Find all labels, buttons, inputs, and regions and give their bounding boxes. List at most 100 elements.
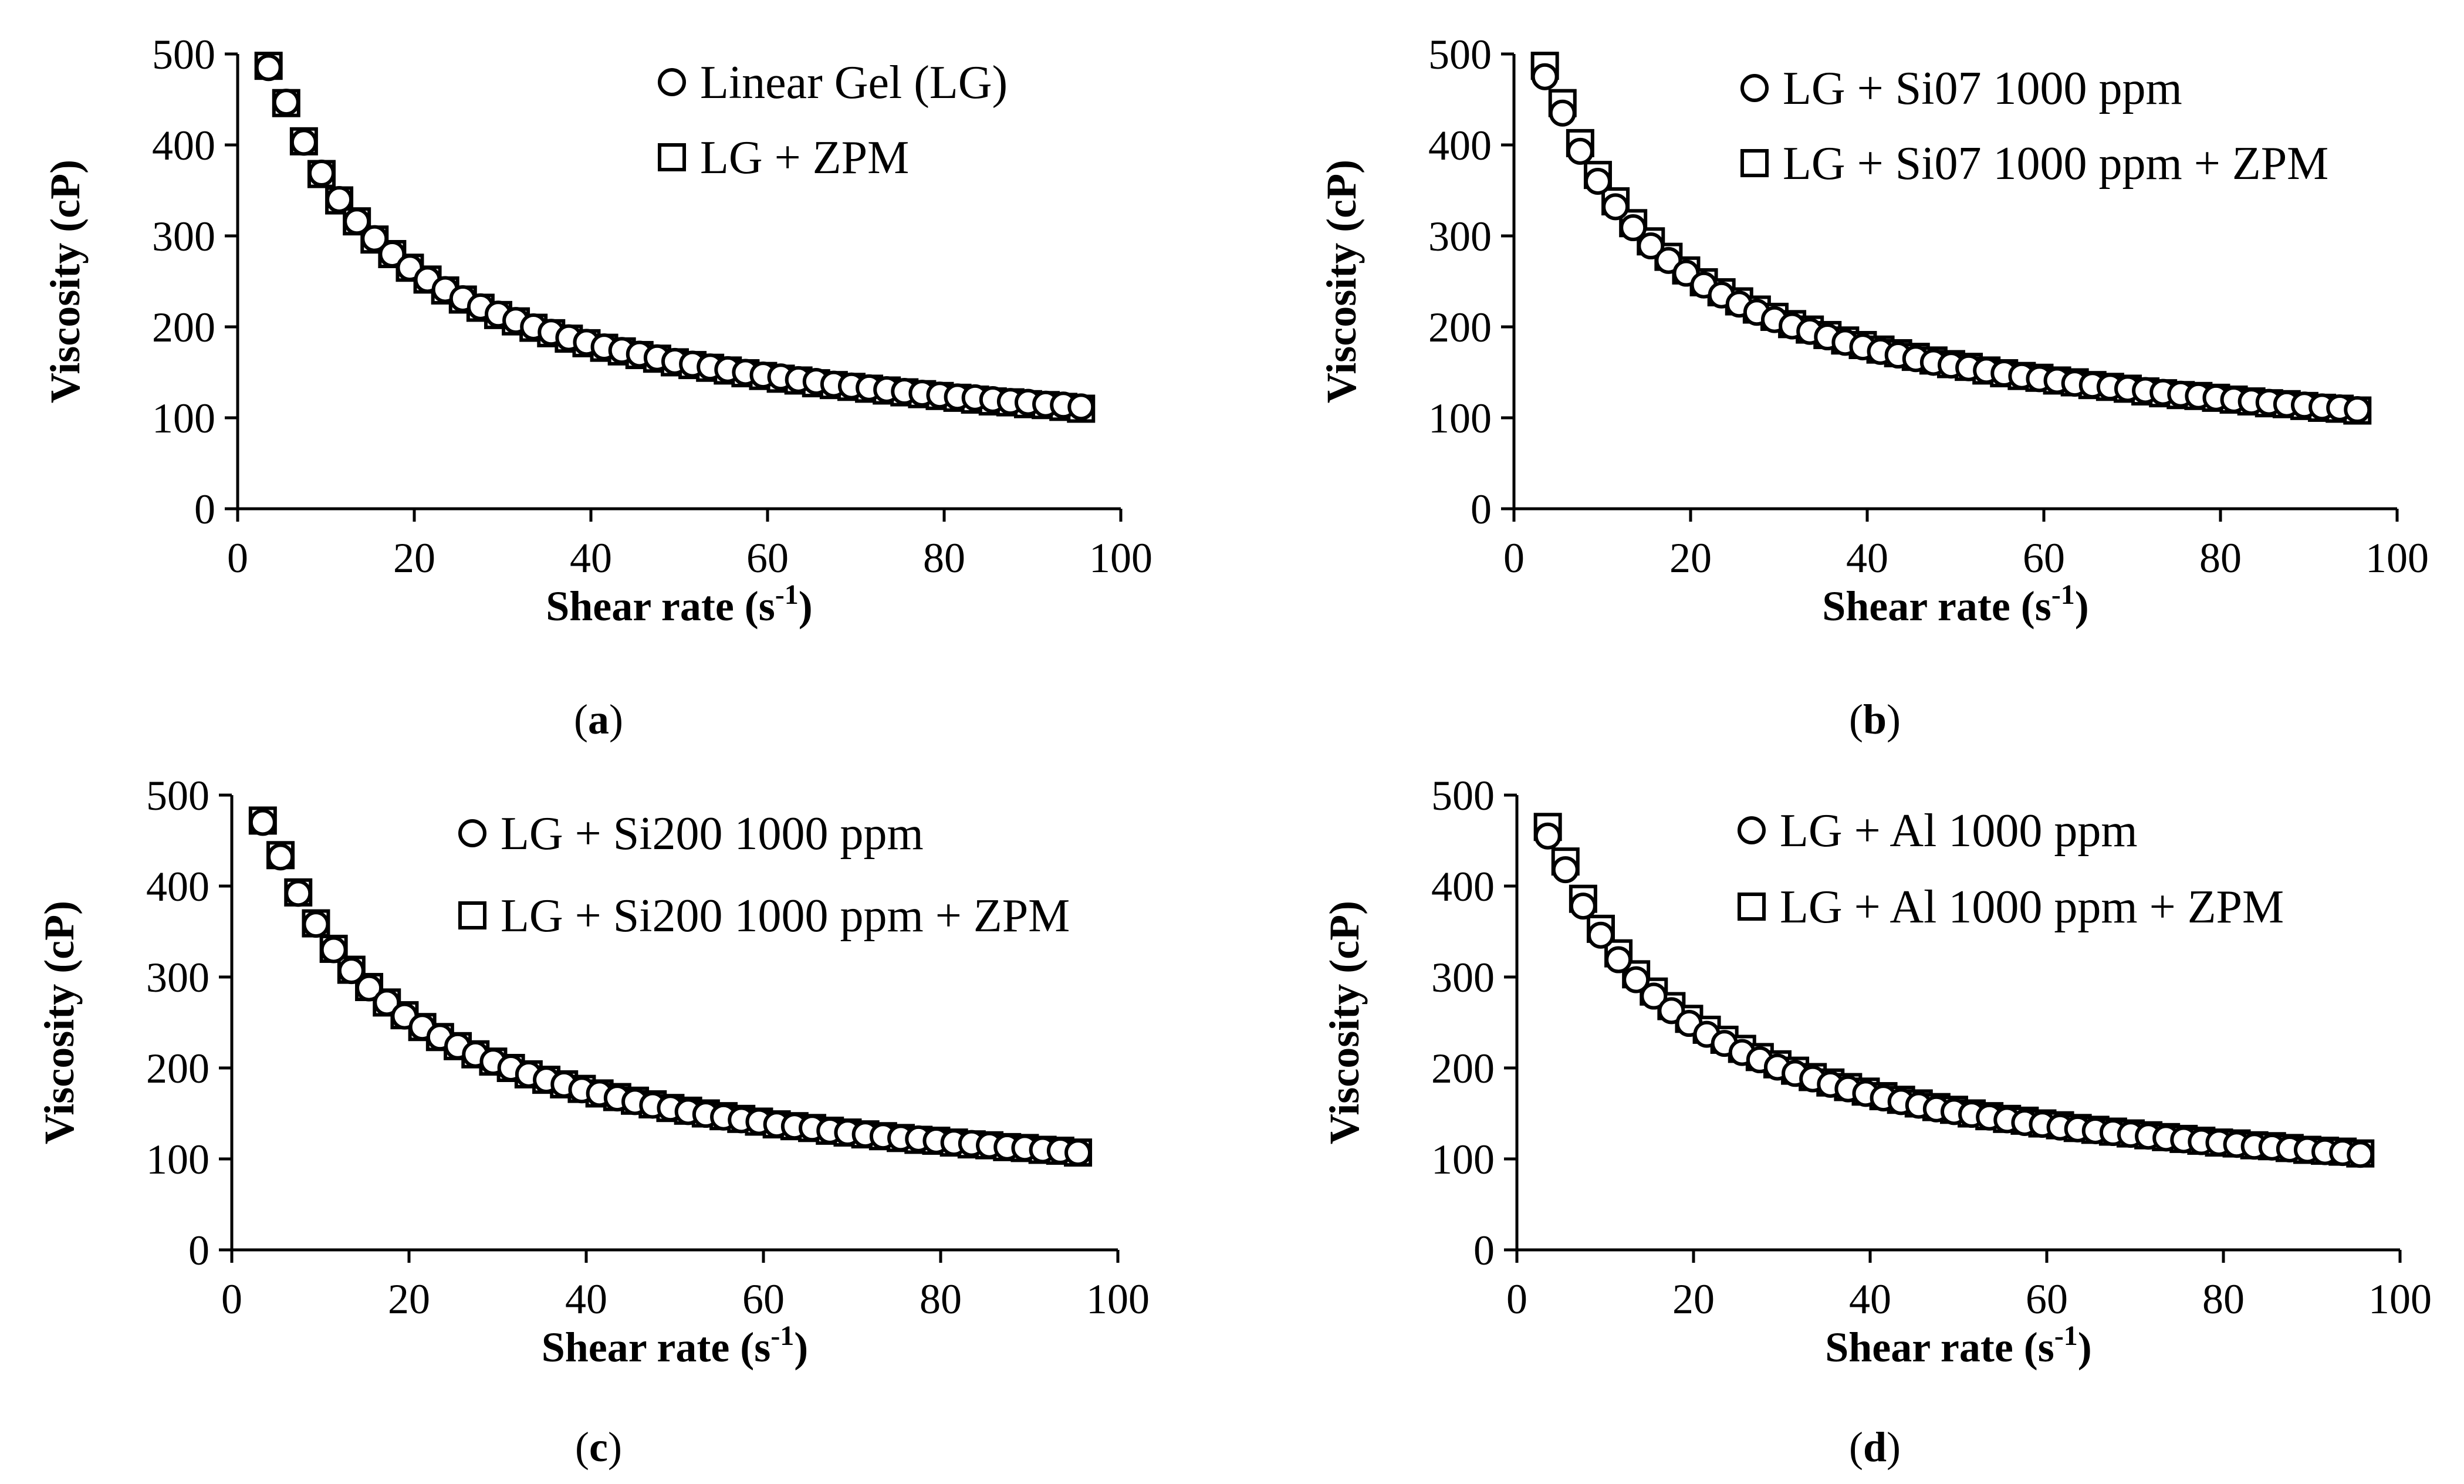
circle-marker <box>1569 893 1597 920</box>
chart-panel-b: 0 100 200 300 400 500 0 20 40 60 80 100 Shear rate (… <box>1318 31 2429 630</box>
x-axis-title: Shear rate (s-1) <box>542 1320 809 1371</box>
x-axis-title-main: Shear rate (s <box>546 583 775 630</box>
x-axis-title-main: Shear rate (s <box>1822 583 2051 630</box>
x-tick-label: 20 <box>393 535 435 582</box>
x-axis-title: Shear rate (s-1) <box>546 579 813 630</box>
x-tick-label: 0 <box>1503 535 1525 582</box>
circle-marker <box>272 89 300 116</box>
legend-square-icon <box>658 143 686 171</box>
legend-label: LG + ZPM <box>700 132 909 184</box>
legend: LG + Si200 1000 ppm LG + Si200 1000 ppm +… <box>458 808 1070 942</box>
circle-marker <box>1067 393 1095 421</box>
y-tick-label: 300 <box>152 213 215 260</box>
y-tick-label: 0 <box>188 1227 209 1274</box>
legend-circle-icon <box>1738 816 1766 844</box>
x-tick-label: 40 <box>570 535 612 582</box>
x-tick-label: 20 <box>388 1276 430 1323</box>
y-tick-label: 500 <box>152 31 215 78</box>
circle-marker <box>1602 193 1630 221</box>
legend-square-icon <box>1740 149 1769 177</box>
circle-marker <box>1534 822 1561 850</box>
legend: LG + Al 1000 ppm LG + Al 1000 ppm + ZPM <box>1738 805 2284 933</box>
panel-label-close: ) <box>608 1424 622 1471</box>
chart-panel-d: 0 100 200 300 400 500 0 20 40 60 80 100 Shear rate (… <box>1321 772 2432 1371</box>
legend-label: LG + Al 1000 ppm <box>1780 805 2138 857</box>
panel-label-letter: a <box>588 696 609 743</box>
panel-label-b: (b) <box>1849 696 1901 743</box>
panel-label-close: ) <box>609 696 623 743</box>
panel-label-d: (d) <box>1849 1424 1901 1471</box>
series-circle <box>249 809 1092 1167</box>
x-tick-label: 0 <box>227 535 248 582</box>
circle-marker <box>267 843 295 871</box>
legend-circle-icon <box>658 68 686 96</box>
circle-marker <box>307 160 335 187</box>
x-axis-title-close: ) <box>2078 1324 2092 1371</box>
legend-label: Linear Gel (LG) <box>700 57 1008 109</box>
x-tick-label: 40 <box>565 1276 607 1323</box>
x-axis-title-main: Shear rate (s <box>542 1324 771 1371</box>
panel-label-open: ( <box>1849 1424 1863 1471</box>
panel-label-open: ( <box>1849 696 1863 743</box>
y-tick-label: 0 <box>1473 1227 1495 1274</box>
circle-marker <box>1549 99 1576 127</box>
legend-label: LG + Si200 1000 ppm <box>501 808 924 860</box>
circle-marker <box>2344 396 2371 424</box>
legend: LG + Si07 1000 ppm LG + Si07 1000 ppm + Z… <box>1740 63 2328 190</box>
circle-marker <box>1623 966 1650 993</box>
legend-label: LG + Si07 1000 ppm <box>1783 63 2182 114</box>
circle-marker <box>255 54 282 82</box>
x-tick-label: 20 <box>1672 1276 1715 1323</box>
y-axis-title: Viscosity (cP) <box>42 160 89 403</box>
circle-marker <box>361 225 388 252</box>
x-tick-label: 80 <box>923 535 965 582</box>
x-axis-title-close: ) <box>794 1324 808 1371</box>
circle-marker <box>2347 1141 2374 1168</box>
legend-label: LG + Al 1000 ppm + ZPM <box>1780 881 2284 933</box>
x-axis-title-superscript: -1 <box>2054 1320 2078 1351</box>
circle-marker <box>1587 921 1614 949</box>
y-tick-label: 500 <box>1428 31 1492 78</box>
chart-panel-a: 0 100 200 300 400 500 0 20 40 60 80 100 Shear rate (… <box>42 31 1152 630</box>
y-axis-title: Viscosity (cP) <box>1318 160 1365 403</box>
y-axis-title: Viscosity (cP) <box>36 901 83 1144</box>
y-tick-label: 0 <box>1471 486 1492 533</box>
x-tick-label: 80 <box>2199 535 2242 582</box>
circle-marker <box>1064 1139 1092 1167</box>
circle-marker <box>1552 856 1579 884</box>
y-tick-label: 400 <box>152 122 215 169</box>
series-circle <box>1531 63 2371 424</box>
legend-label: LG + Si200 1000 ppm + ZPM <box>501 890 1070 942</box>
circle-marker <box>1620 214 1647 242</box>
y-tick-label: 200 <box>152 304 215 351</box>
y-tick-label: 200 <box>146 1045 209 1092</box>
x-axis-title-superscript: -1 <box>775 579 799 610</box>
circle-marker <box>378 241 406 268</box>
circle-marker <box>302 911 330 938</box>
panel-label-c: (c) <box>575 1424 622 1471</box>
circle-marker <box>320 936 347 964</box>
circle-marker <box>249 809 276 836</box>
series-circle <box>255 54 1095 421</box>
circle-marker <box>1605 946 1632 973</box>
panel-label-close: ) <box>1887 696 1901 743</box>
circle-marker <box>1531 63 1559 90</box>
x-tick-label: 0 <box>221 1276 242 1323</box>
circle-marker <box>1584 168 1611 195</box>
y-tick-label: 300 <box>1428 213 1492 260</box>
circle-marker <box>326 186 353 213</box>
panel-label-letter: c <box>589 1424 608 1471</box>
x-tick-label: 40 <box>1849 1276 1891 1323</box>
x-axis-title: Shear rate (s-1) <box>1822 579 2089 630</box>
series-circle <box>1534 822 2374 1168</box>
circle-marker <box>290 129 317 156</box>
legend-circle-icon <box>458 819 486 847</box>
y-tick-label: 100 <box>1428 395 1492 442</box>
x-tick-label: 100 <box>1089 535 1152 582</box>
y-tick-label: 500 <box>146 772 209 819</box>
y-tick-label: 200 <box>1428 304 1492 351</box>
panel-label-open: ( <box>574 696 588 743</box>
circle-marker <box>373 989 401 1016</box>
y-tick-label: 0 <box>194 486 215 533</box>
x-tick-label: 100 <box>2368 1276 2432 1323</box>
